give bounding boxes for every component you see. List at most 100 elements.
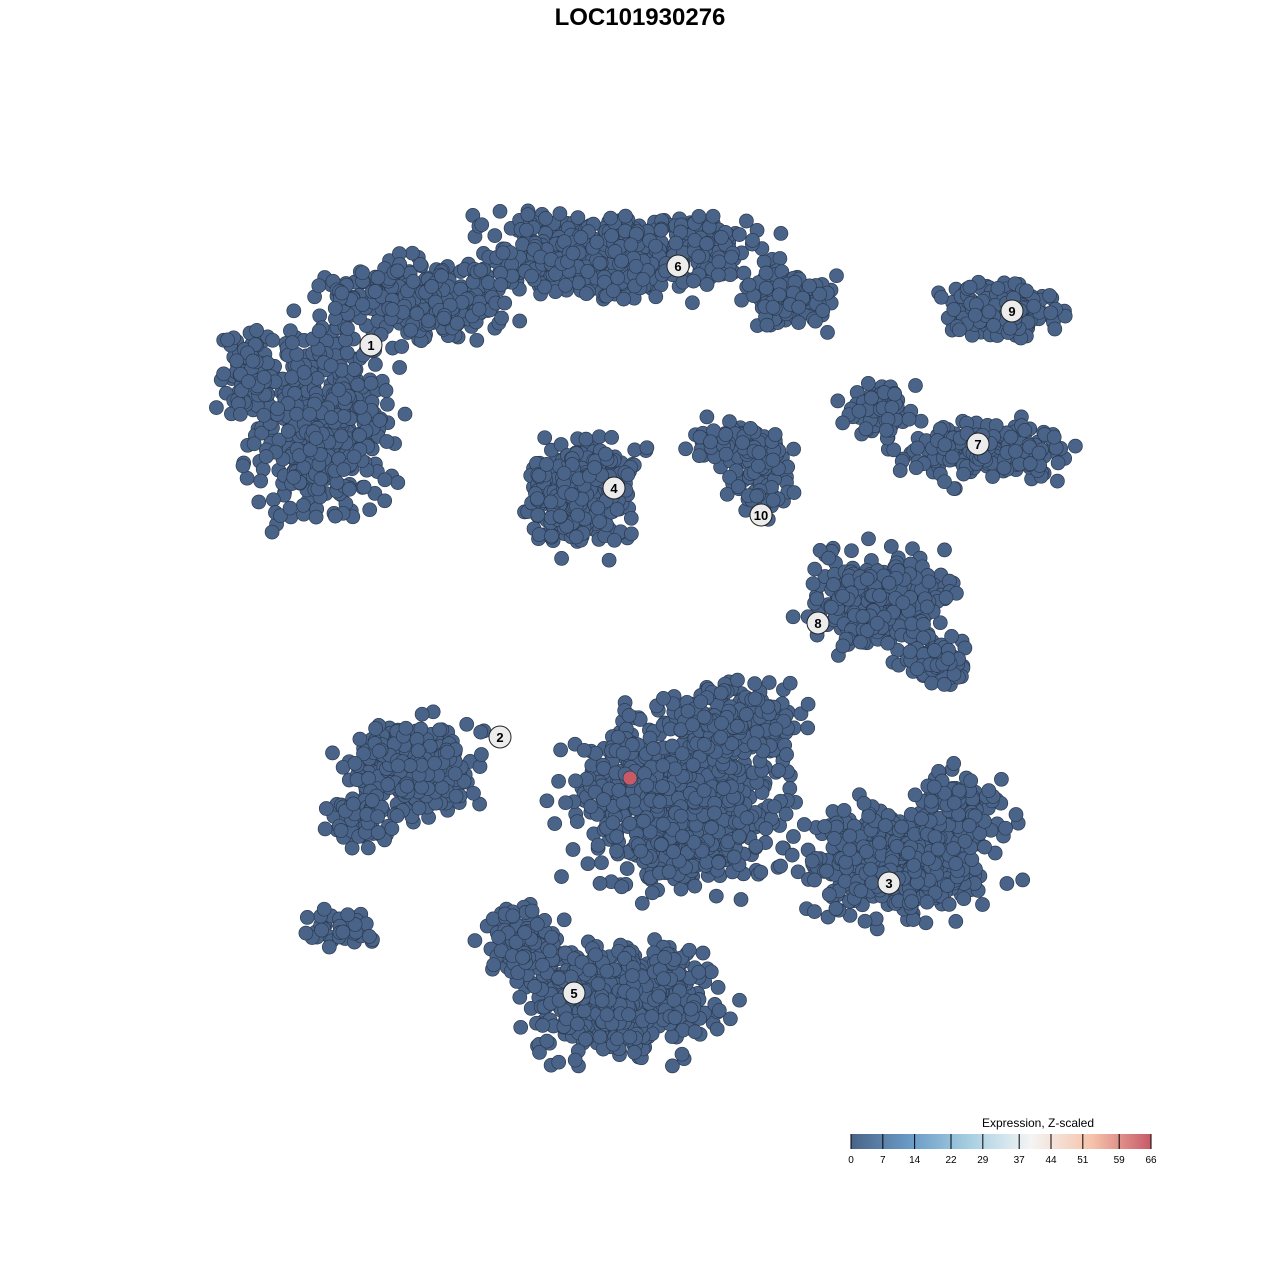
cell-point xyxy=(436,310,452,326)
cell-point xyxy=(356,479,372,495)
cell-point xyxy=(565,245,581,261)
cell-point xyxy=(592,514,607,530)
cell-point xyxy=(747,676,763,691)
cell-point xyxy=(353,399,368,415)
cell-point xyxy=(531,527,547,542)
cell-point xyxy=(835,638,851,654)
cell-point xyxy=(655,779,670,794)
cell-point xyxy=(333,823,349,838)
cell-point xyxy=(286,469,302,485)
cell-point xyxy=(336,409,352,424)
cell-point xyxy=(967,307,983,323)
cell-point xyxy=(448,788,464,804)
cell-point xyxy=(1068,438,1083,454)
cell-point xyxy=(738,707,754,722)
cell-point xyxy=(730,672,745,688)
cell-point xyxy=(405,274,421,289)
cell-point xyxy=(363,375,379,391)
cell-point xyxy=(340,321,355,336)
cell-point xyxy=(782,675,798,691)
cell-point xyxy=(378,383,394,398)
cell-point xyxy=(384,821,400,836)
cell-point xyxy=(434,780,450,795)
cell-point xyxy=(569,814,585,829)
chart-title: LOC101930276 xyxy=(554,4,726,31)
cell-point xyxy=(282,500,298,516)
cell-point xyxy=(758,265,774,281)
cell-point xyxy=(258,449,274,464)
cell-point xyxy=(615,795,631,811)
cell-point xyxy=(558,795,573,811)
cell-point xyxy=(653,222,669,238)
cell-point xyxy=(399,778,415,794)
cell-point xyxy=(644,885,660,901)
cell-point xyxy=(1046,429,1062,445)
cell-point xyxy=(918,915,934,931)
cell-point xyxy=(705,208,721,224)
cell-point xyxy=(634,895,650,911)
cell-point xyxy=(693,694,709,710)
cell-point xyxy=(432,722,447,738)
cell-point xyxy=(944,449,960,465)
cell-point xyxy=(835,415,851,431)
cell-point xyxy=(1008,807,1024,822)
cell-point xyxy=(323,358,339,374)
cell-point xyxy=(986,318,1001,333)
cell-point xyxy=(699,277,715,292)
cell-point xyxy=(233,406,248,422)
cell-point xyxy=(666,844,681,860)
cell-point xyxy=(661,864,677,880)
cell-point xyxy=(685,717,700,733)
cell-point xyxy=(598,446,613,462)
cell-point xyxy=(350,377,366,393)
cell-point xyxy=(552,508,568,524)
cell-point xyxy=(749,488,765,504)
cell-point xyxy=(691,249,707,264)
cell-point xyxy=(767,799,782,815)
cell-point xyxy=(570,507,586,523)
cell-point xyxy=(851,403,867,419)
cell-point xyxy=(713,685,729,701)
cell-point xyxy=(296,365,312,380)
cell-point xyxy=(791,299,807,315)
cell-point xyxy=(829,268,844,284)
cell-point xyxy=(618,208,633,224)
cell-point xyxy=(591,429,607,445)
cell-point xyxy=(249,323,264,338)
cell-point xyxy=(703,434,718,450)
cell-point xyxy=(370,825,386,840)
cell-point xyxy=(921,574,937,590)
cell-point xyxy=(327,508,343,524)
cell-point xyxy=(835,588,851,604)
cell-point xyxy=(733,892,749,907)
cell-point xyxy=(765,299,781,315)
cell-point xyxy=(590,500,606,516)
cell-point xyxy=(624,526,639,542)
cell-point xyxy=(857,913,873,929)
cell-point xyxy=(1017,423,1033,438)
cell-point xyxy=(576,742,592,758)
cell-point xyxy=(668,235,684,251)
cell-point xyxy=(539,457,554,472)
cell-point xyxy=(883,539,899,554)
cell-point xyxy=(758,821,774,836)
cell-point xyxy=(786,485,802,500)
cell-point xyxy=(346,449,362,465)
cell-point xyxy=(360,840,376,856)
cell-point xyxy=(216,366,231,382)
cell-point xyxy=(771,287,787,303)
cell-point xyxy=(711,254,727,270)
cell-point xyxy=(494,310,509,326)
cell-point xyxy=(639,440,655,456)
cell-point xyxy=(312,308,328,324)
cell-point xyxy=(614,253,629,269)
cell-point xyxy=(765,452,781,468)
cell-point xyxy=(610,729,626,745)
cell-point xyxy=(739,810,755,826)
cell-point xyxy=(704,820,719,835)
cell-point xyxy=(345,796,361,812)
cell-point xyxy=(611,782,627,798)
cell-point xyxy=(678,441,693,457)
cell-point xyxy=(869,615,885,631)
